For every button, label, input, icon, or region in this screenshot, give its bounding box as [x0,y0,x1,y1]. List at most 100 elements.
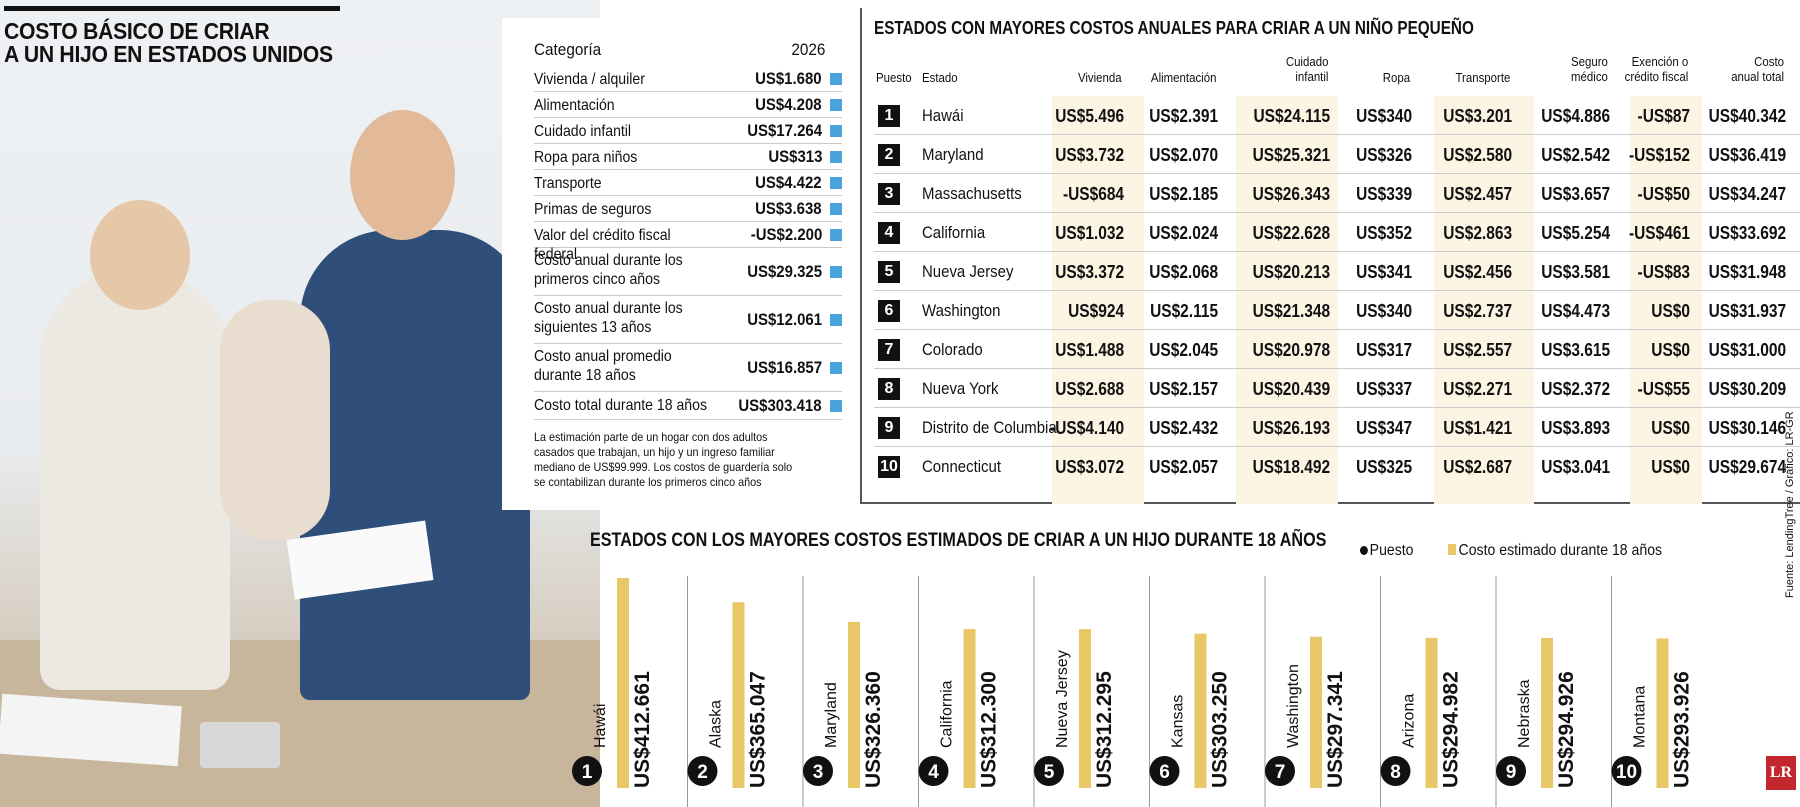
basic-row-value: US$12.061 [747,310,822,329]
state-name: Distrito de Columbia [922,418,1057,437]
legend-rank: Puesto [1360,542,1414,560]
value-label: US$303.250 [1209,671,1232,788]
cell-insurance: US$2.542 [1541,145,1610,165]
basic-row-label: Costo anual durante los siguientes 13 añ… [534,300,683,336]
cell-housing: -US$684 [1062,184,1124,204]
cell-tax: -US$83 [1637,262,1690,282]
blue-marker-icon [830,362,842,374]
basic-row-label: Costo total durante 18 años [534,397,707,414]
basic-row-label: Costo anual durante los primeros cinco a… [534,252,683,288]
legend-rank-label: Puesto [1369,542,1414,559]
cell-food: US$2.057 [1149,457,1218,477]
rank-label: 5 [1044,762,1055,783]
state-name: Hawái [922,106,964,125]
header-food: Alimentación [1150,70,1216,85]
basic-row-label: Valor del crédito fiscal federal [534,227,671,263]
basic-row-label: Primas de seguros [534,201,652,218]
rank-label: 8 [1390,762,1401,783]
legend-square-icon [1448,544,1456,555]
blue-marker-icon [830,400,842,412]
basic-row: Transporte US$4.422 [534,170,842,196]
cell-total: US$30.146 [1708,418,1786,438]
column-category: Categoría [534,40,602,59]
blue-marker-icon [830,229,842,241]
basic-row: Costo anual durante los siguientes 13 añ… [534,296,842,344]
cell-insurance: US$3.657 [1541,184,1610,204]
annual-row: 3 Massachusetts -US$684 US$2.185 US$26.343 US… [874,174,1800,213]
basic-row: Costo anual durante los primeros cinco a… [534,248,842,296]
cell-housing: US$5.496 [1055,106,1124,126]
header-line: médico [1571,69,1608,84]
category-label: Nebraska [1516,679,1533,748]
state-name: Colorado [922,340,983,359]
cell-tax: US$0 [1651,418,1690,438]
cell-childcare: US$24.115 [1253,106,1330,126]
blue-marker-icon [830,314,842,326]
cell-food: US$2.391 [1149,106,1218,126]
blue-marker-icon [830,266,842,278]
cell-clothing: US$352 [1356,223,1412,243]
basic-table-note: La estimación parte de un hogar con dos … [534,430,793,489]
bar [963,629,976,788]
header-line: Ropa [1382,70,1410,85]
cell-transport: US$2.457 [1443,184,1512,204]
rank-label: 1 [582,762,593,783]
basic-row-value: US$29.325 [747,262,822,281]
column-year: 2026 [791,40,826,59]
cell-housing: US$2.688 [1055,379,1124,399]
cell-food: US$2.045 [1149,340,1218,360]
header-line: Costo [1754,54,1784,69]
header-line: infantil [1294,69,1328,84]
rank-label: 3 [813,762,824,783]
cell-childcare: US$26.343 [1252,184,1330,204]
annual-row: 1 Hawái US$5.496 US$2.391 US$24.115 US$340 US$… [874,96,1800,135]
cell-tax: US$0 [1651,457,1690,477]
rank-badge: 9 [878,417,900,439]
basic-row: Ropa para niños US$313 [534,144,842,170]
value-label: US$412.661 [631,671,654,788]
category-label: Kansas [1170,695,1187,748]
cell-transport: US$2.863 [1443,223,1512,243]
basic-row: Cuidado infantil US$17.264 [534,118,842,144]
rank-circle [918,756,949,786]
basic-table-rows: Vivienda / alquiler US$1.680 Alimentación U… [534,66,842,420]
state-name: Washington [922,301,1001,320]
cell-insurance: US$3.893 [1541,418,1610,438]
cell-clothing: US$340 [1356,106,1412,126]
header-line: Vivienda [1078,70,1122,85]
cell-childcare: US$20.439 [1252,379,1330,399]
cell-transport: US$1.421 [1443,418,1512,438]
value-label: US$294.926 [1555,671,1578,788]
cell-transport: US$2.557 [1443,340,1512,360]
family-photo [0,0,600,807]
cell-total: US$34.247 [1708,184,1786,204]
header-line: anual total [1731,69,1784,84]
bar [1656,638,1669,788]
basic-row-value: US$1.680 [755,69,822,88]
page-title: COSTO BÁSICO DE CRIAR A UN HIJO EN ESTAD… [4,20,335,66]
rank-badge: 2 [878,144,900,166]
cell-housing: -US$4.140 [1049,418,1124,438]
bar [1425,637,1438,788]
rank-circle [1149,756,1180,786]
header-line: Seguro [1571,54,1608,69]
blue-marker-icon [830,177,842,189]
notebook [0,693,182,767]
cell-insurance: US$5.254 [1541,223,1610,243]
header-rank: Puesto [876,70,912,85]
cell-housing: US$1.032 [1055,223,1124,243]
cell-childcare: US$20.213 [1252,262,1330,282]
cell-food: US$2.185 [1149,184,1218,204]
blue-marker-icon [830,125,842,137]
cell-tax: -US$461 [1628,223,1690,243]
cell-clothing: US$341 [1356,262,1412,282]
basic-row-label: Cuidado infantil [534,123,632,140]
basic-row-value: US$16.857 [747,358,822,377]
rank-badge: 5 [878,261,900,283]
bar [732,602,745,788]
cell-food: US$2.024 [1149,223,1218,243]
basic-cost-table: Categoría 2026 Vivienda / alquiler US$1.6… [502,18,854,510]
rank-badge: 3 [878,183,900,205]
cell-insurance: US$4.473 [1541,301,1610,321]
cell-food: US$2.115 [1149,301,1218,321]
